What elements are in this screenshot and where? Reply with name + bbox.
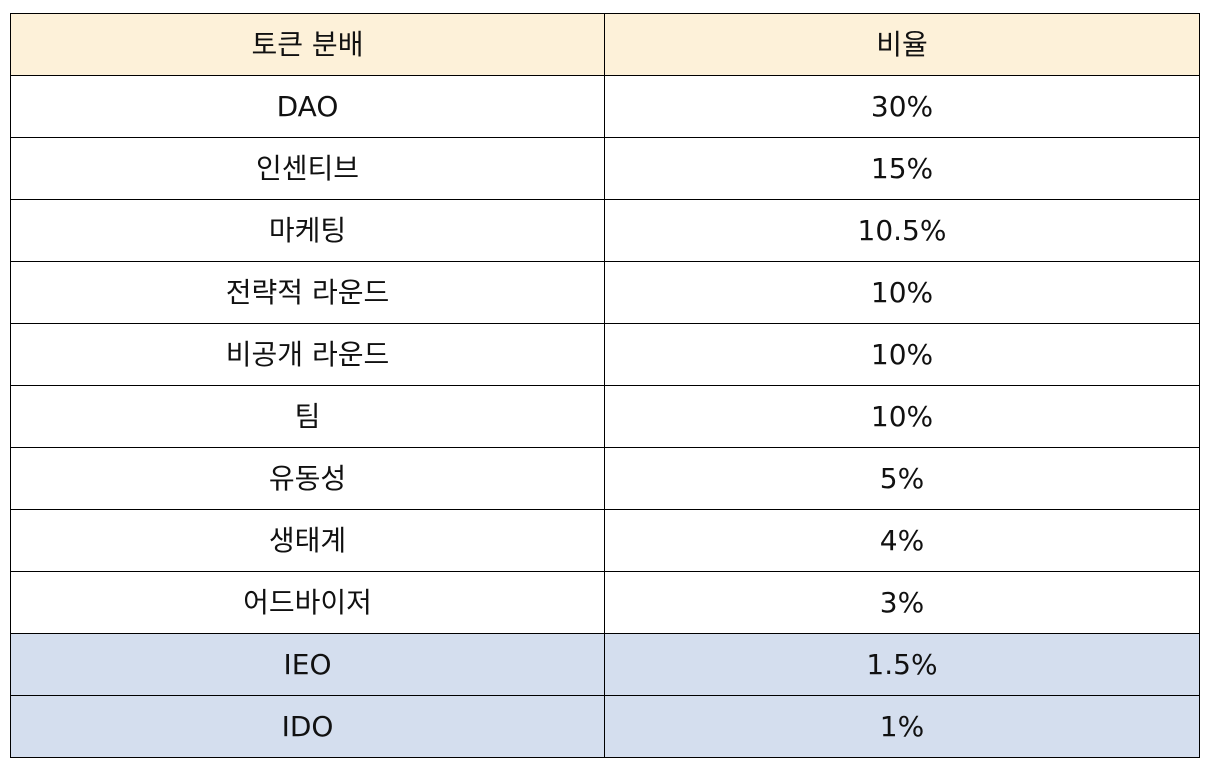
table-row: 인센티브 15% <box>10 137 1200 200</box>
cell-ratio: 1.5% <box>604 633 1200 696</box>
cell-ratio: 4% <box>604 509 1200 572</box>
table-row: 생태계 4% <box>10 509 1200 572</box>
table-row: 어드바이저 3% <box>10 571 1200 634</box>
cell-ratio: 10% <box>604 385 1200 448</box>
cell-name: 인센티브 <box>10 137 605 200</box>
cell-name: DAO <box>10 75 605 138</box>
cell-name: 전략적 라운드 <box>10 261 605 324</box>
cell-ratio: 10% <box>604 323 1200 386</box>
cell-name: IDO <box>10 695 605 758</box>
cell-ratio: 3% <box>604 571 1200 634</box>
table-row: DAO 30% <box>10 75 1200 138</box>
cell-ratio: 15% <box>604 137 1200 200</box>
cell-ratio: 1% <box>604 695 1200 758</box>
cell-ratio: 5% <box>604 447 1200 510</box>
table-row: 전략적 라운드 10% <box>10 261 1200 324</box>
table-row-highlighted: IEO 1.5% <box>10 633 1200 696</box>
cell-name: 비공개 라운드 <box>10 323 605 386</box>
cell-name: 유동성 <box>10 447 605 510</box>
cell-ratio: 10.5% <box>604 199 1200 262</box>
table-row: 팀 10% <box>10 385 1200 448</box>
cell-name: 팀 <box>10 385 605 448</box>
table-header-row: 토큰 분배 비율 <box>10 13 1200 76</box>
cell-name: IEO <box>10 633 605 696</box>
cell-name: 마케팅 <box>10 199 605 262</box>
table-row: 유동성 5% <box>10 447 1200 510</box>
table-row: 비공개 라운드 10% <box>10 323 1200 386</box>
header-ratio: 비율 <box>604 13 1200 76</box>
cell-name: 어드바이저 <box>10 571 605 634</box>
cell-name: 생태계 <box>10 509 605 572</box>
cell-ratio: 10% <box>604 261 1200 324</box>
table-row-highlighted: IDO 1% <box>10 695 1200 758</box>
cell-ratio: 30% <box>604 75 1200 138</box>
table-row: 마케팅 10.5% <box>10 199 1200 262</box>
token-distribution-table: 토큰 분배 비율 DAO 30% 인센티브 15% 마케팅 10.5% 전략적 … <box>10 13 1200 758</box>
header-token-distribution: 토큰 분배 <box>10 13 605 76</box>
token-distribution-table-container: 토큰 분배 비율 DAO 30% 인센티브 15% 마케팅 10.5% 전략적 … <box>10 13 1200 758</box>
